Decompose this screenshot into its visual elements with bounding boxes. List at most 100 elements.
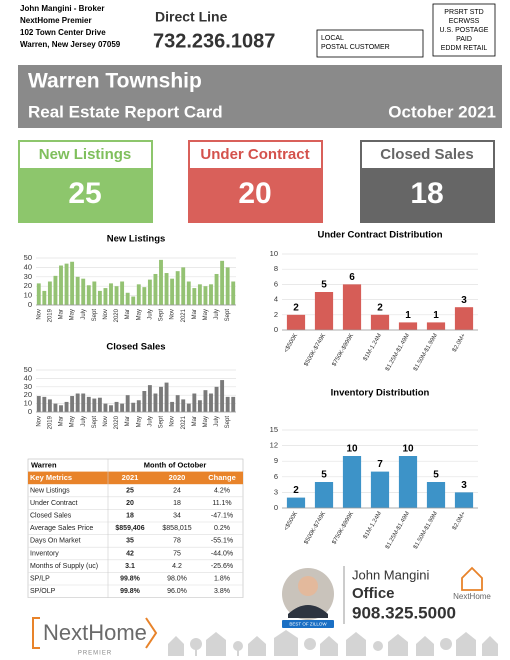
x-tick-label: Nov — [36, 309, 42, 320]
agent-photo-suit — [288, 605, 328, 618]
table-cell: Closed Sales — [30, 513, 72, 520]
bar — [398, 322, 418, 330]
x-tick-label: Mar — [125, 309, 131, 319]
bar — [342, 284, 362, 330]
data-label: 3 — [461, 295, 467, 306]
y-tick-label: 0 — [28, 407, 32, 416]
table-cell: 99.8% — [120, 576, 141, 583]
x-tick-label: $1.50M-$1.99M — [413, 333, 439, 372]
bar — [370, 471, 390, 508]
bar — [170, 278, 175, 305]
x-tick-label: July — [147, 309, 153, 320]
y-tick-label: 40 — [24, 373, 32, 382]
table-cell: New Listings — [30, 487, 70, 494]
data-label: 7 — [377, 459, 383, 470]
bar — [370, 314, 390, 330]
bar — [192, 288, 197, 305]
bar — [147, 279, 152, 305]
stat-header — [362, 142, 493, 168]
x-tick-label: Nov — [103, 309, 109, 320]
table-cell: 20 — [126, 500, 134, 507]
table-cell: 4.2% — [214, 487, 230, 494]
bar — [53, 275, 58, 305]
bar — [75, 276, 80, 305]
bar — [81, 278, 86, 305]
table-cell: -47.1% — [211, 513, 233, 520]
bar — [159, 386, 163, 412]
bar — [186, 403, 191, 412]
bar — [136, 400, 141, 412]
stat-label: Closed Sales — [380, 146, 473, 163]
direct-phone: 732.236.1087 — [153, 30, 275, 52]
bar — [164, 382, 169, 412]
table-cell: 34 — [173, 513, 181, 520]
bar — [97, 397, 102, 412]
x-tick-label: Sept — [225, 309, 231, 322]
bar — [75, 393, 80, 412]
y-tick-label: 12 — [270, 441, 278, 450]
bar — [164, 273, 169, 305]
postage-box — [432, 3, 496, 57]
bar — [314, 482, 334, 508]
x-tick-label: Sept — [92, 309, 98, 322]
bar — [36, 396, 41, 412]
x-tick-label: May — [70, 416, 76, 427]
x-tick-label: $1.25M-$1.49M — [385, 333, 411, 372]
x-tick-label: 2020 — [114, 308, 120, 322]
x-tick-label: <$500K — [283, 511, 299, 532]
x-tick-label: May — [136, 416, 142, 427]
bar — [81, 393, 86, 412]
y-tick-label: 6 — [274, 472, 278, 481]
x-tick-label: Sept — [92, 416, 98, 429]
table-cell: 3.1 — [125, 563, 135, 570]
bar — [103, 288, 108, 305]
bar — [125, 292, 130, 305]
column-header: 2021 — [122, 473, 139, 482]
x-tick-label: May — [70, 309, 76, 320]
y-tick-label: 3 — [274, 487, 278, 496]
x-tick-label: 2021 — [181, 308, 187, 322]
bar — [231, 396, 236, 412]
y-tick-label: 4 — [274, 295, 278, 304]
y-tick-label: 10 — [24, 399, 32, 408]
stat-header — [20, 142, 151, 168]
chart-title: Under Contract Distribution — [317, 230, 442, 241]
agent-line: 102 Town Center Drive — [20, 28, 106, 37]
table-cell: 4.2 — [172, 563, 182, 570]
bar — [175, 395, 180, 412]
bar — [214, 386, 219, 412]
x-tick-label: Mar — [192, 416, 198, 426]
stat-value: 18 — [410, 177, 443, 210]
stat-value: 20 — [238, 177, 271, 210]
bar — [220, 380, 225, 412]
bar — [114, 286, 119, 305]
bar — [231, 281, 236, 305]
x-tick-label: Mar — [59, 416, 65, 426]
x-tick-label: July — [81, 309, 87, 320]
x-tick-label: Mar — [59, 309, 65, 319]
x-tick-label: Nov — [103, 416, 109, 427]
x-tick-label: Mar — [192, 309, 198, 319]
bar — [97, 290, 102, 305]
bar — [192, 393, 197, 412]
brand-text: NextHome — [453, 592, 491, 601]
bar — [47, 281, 52, 305]
x-tick-label: Nov — [170, 416, 176, 427]
bar — [125, 395, 130, 412]
data-label: 5 — [433, 470, 439, 481]
office-phone: 908.325.5000 — [352, 603, 456, 622]
x-tick-label: Mar — [125, 416, 131, 426]
bar — [142, 391, 147, 412]
x-tick-label: $500K-$749K — [304, 511, 328, 546]
bar — [86, 396, 91, 412]
x-tick-label: Nov — [36, 416, 42, 427]
y-tick-label: 8 — [274, 264, 278, 273]
badge — [282, 620, 334, 628]
table-cell: 98.0% — [167, 576, 187, 583]
banner-subtitle: Real Estate Report Card — [28, 102, 223, 121]
x-tick-label: $2.0M+ — [452, 510, 468, 531]
bar — [398, 456, 418, 508]
postage-text: PAID — [456, 36, 472, 43]
stat-label: Under Contract — [200, 146, 309, 163]
address-box — [316, 29, 424, 58]
